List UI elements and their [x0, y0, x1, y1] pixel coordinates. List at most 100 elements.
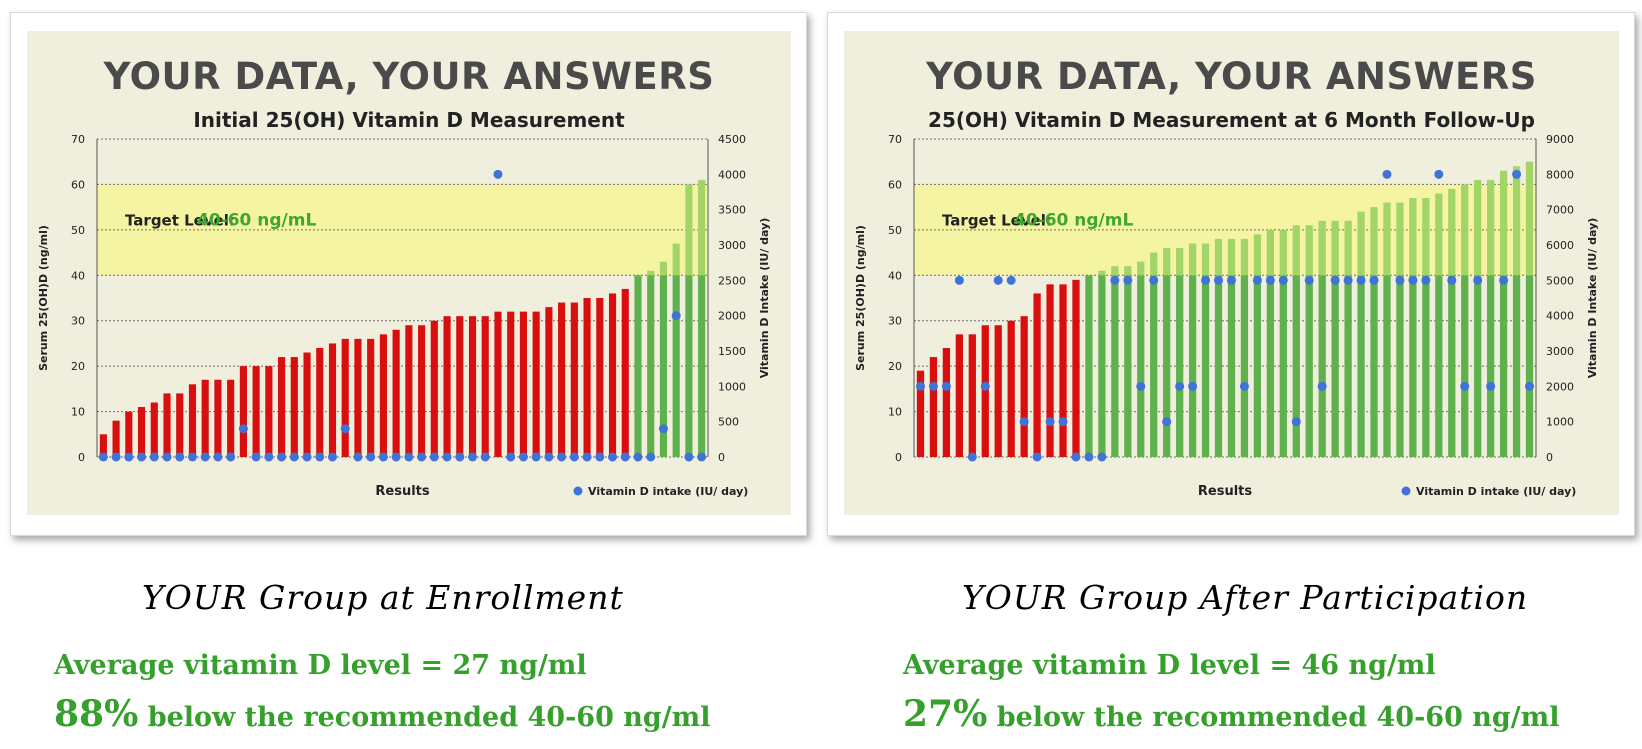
intake-point [404, 452, 414, 462]
bar [659, 275, 668, 457]
intake-point [111, 452, 121, 462]
intake-point [671, 311, 681, 321]
bar-upper [647, 270, 655, 276]
bar [532, 311, 540, 457]
y-tick-label: 50 [888, 224, 902, 237]
intake-point [1447, 275, 1457, 285]
bar [1292, 275, 1300, 457]
bar [1525, 275, 1534, 457]
bar [558, 302, 566, 457]
bar-upper [1201, 243, 1210, 276]
bar-upper [1487, 179, 1495, 276]
bar [1176, 275, 1184, 457]
bar [1487, 275, 1495, 457]
bar [672, 275, 680, 457]
intake-point [1123, 275, 1133, 285]
bar [1370, 275, 1378, 457]
bar-upper [1409, 198, 1417, 276]
average-level-enrollment: Average vitamin D level = 27 ng/ml [54, 650, 587, 681]
x-axis-label: Results [1198, 484, 1252, 499]
intake-point [162, 452, 172, 462]
bar [1305, 275, 1313, 457]
bar [1266, 275, 1274, 457]
bar [545, 307, 553, 457]
y-tick-label: 70 [888, 133, 902, 146]
bar [942, 347, 951, 457]
bar [1111, 275, 1119, 457]
bar [1435, 275, 1443, 457]
y-tick-label: 70 [71, 133, 85, 146]
bar [596, 298, 604, 457]
y-tick-label: 0 [895, 451, 902, 464]
intake-point [620, 452, 630, 462]
y-axis-label: Serum 25(OH)D (ng/ml) [854, 225, 867, 371]
intake-point [251, 452, 261, 462]
intake-point [391, 452, 401, 462]
y-tick-label: 20 [888, 360, 902, 373]
intake-point [1239, 381, 1249, 391]
y-tick-label: 60 [888, 178, 902, 191]
intake-point [1149, 275, 1159, 285]
percent-below-text: below the recommended 40-60 ng/ml [996, 702, 1560, 733]
intake-point [1032, 452, 1042, 462]
average-level-after: Average vitamin D level = 46 ng/ml [903, 650, 1436, 681]
bar [163, 393, 171, 457]
y2-tick-label: 3500 [718, 204, 746, 217]
bar-upper [1137, 261, 1145, 276]
y2-tick-label: 4000 [1546, 310, 1574, 323]
bar [328, 343, 337, 457]
intake-point [187, 452, 197, 462]
bar [379, 334, 387, 457]
bar-upper [1474, 179, 1482, 276]
bar-upper [1383, 202, 1391, 276]
bar [1499, 275, 1508, 457]
bar [1098, 275, 1106, 457]
intake-point [518, 452, 528, 462]
intake-point [353, 452, 363, 462]
bar [1318, 275, 1326, 457]
y2-tick-label: 3000 [1546, 345, 1574, 358]
bar-upper [1240, 238, 1249, 276]
intake-point [468, 452, 478, 462]
bar-upper [1163, 248, 1171, 276]
intake-point [480, 452, 490, 462]
intake-point [557, 452, 567, 462]
intake-point [684, 452, 694, 462]
chart-enrollment: YOUR DATA, YOUR ANSWERS Initial 25(OH) Vi… [27, 31, 791, 515]
chart-title: Initial 25(OH) Vitamin D Measurement [193, 108, 625, 132]
bar [1279, 275, 1287, 457]
y2-tick-label: 0 [718, 451, 725, 464]
bar-upper [672, 243, 680, 276]
intake-point [1512, 169, 1522, 179]
intake-point [366, 452, 376, 462]
target-level-label: Target Level: [125, 211, 235, 229]
bar-upper [1176, 248, 1184, 276]
bar [955, 334, 963, 457]
bar [1072, 279, 1080, 457]
bar [1020, 316, 1028, 457]
intake-point [1188, 381, 1198, 391]
legend-marker [1401, 486, 1411, 496]
y2-tick-label: 8000 [1546, 168, 1574, 181]
y-tick-label: 40 [888, 269, 902, 282]
bar-upper [1188, 243, 1197, 276]
intake-point [1291, 417, 1301, 427]
bar [481, 316, 489, 457]
bar [1357, 275, 1365, 457]
percent-below-enrollment: 88% below the recommended 40-60 ng/ml [54, 693, 710, 735]
intake-point [238, 424, 248, 434]
bar-upper [1331, 220, 1339, 276]
intake-point [1252, 275, 1262, 285]
y2-tick-label: 7000 [1546, 204, 1574, 217]
intake-point [442, 452, 452, 462]
intake-point [137, 452, 147, 462]
bar [1188, 275, 1197, 457]
intake-point [1110, 275, 1120, 285]
bar [252, 366, 260, 457]
intake-point [980, 381, 990, 391]
intake-point [544, 452, 554, 462]
intake-point [1434, 169, 1444, 179]
bar [367, 338, 375, 457]
bar [621, 288, 629, 457]
y-tick-label: 60 [71, 178, 85, 191]
